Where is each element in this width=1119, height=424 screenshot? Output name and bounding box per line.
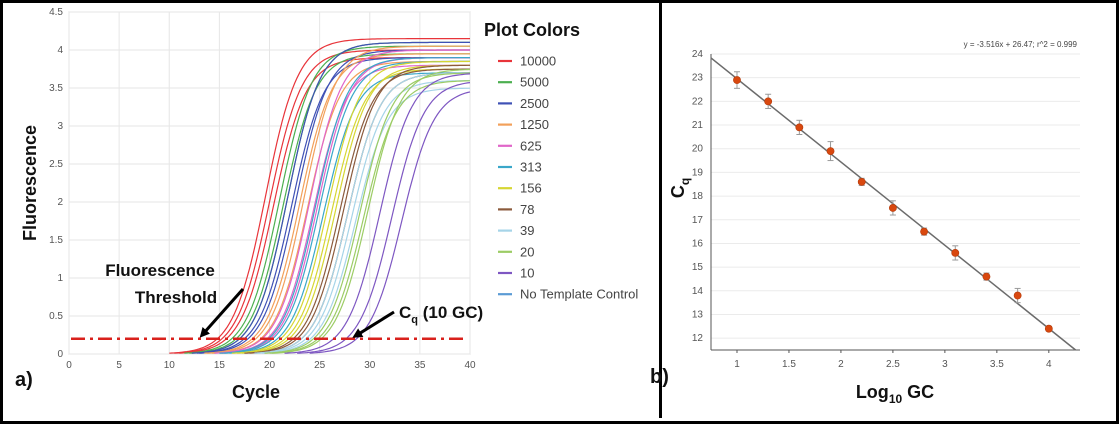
- standard-curve-tick-labels: 12 13 14 15 16 17 18 19 20 21 22 23 24 1 1.5 2 2.5 3 3.5 4: [692, 49, 1052, 370]
- cq-annotation: Cq (10 GC): [399, 303, 483, 326]
- standard-curve-y-tick-label: 20: [692, 144, 704, 155]
- standard-curve-point: [826, 147, 835, 155]
- standard-curve-y-tick-label: 19: [692, 167, 704, 178]
- qpcr-x-tick-label: 0: [66, 360, 72, 371]
- legend-label: 78: [520, 202, 534, 217]
- threshold-arrow: [199, 288, 245, 338]
- qpcr-x-tick-label: 25: [314, 360, 326, 371]
- legend-label: 20: [520, 244, 534, 259]
- qpcr-x-axis-title: Cycle: [232, 382, 280, 402]
- standard-curve-points: [733, 71, 1053, 333]
- standard-curve-point: [1044, 324, 1053, 333]
- standard-curve-x-tick-label: 3: [942, 359, 948, 370]
- qpcr-y-tick-label: 4: [57, 45, 63, 56]
- qpcr-y-tick-label: 2.5: [49, 159, 63, 170]
- qpcr-y-tick-label: 3.5: [49, 83, 63, 94]
- legend-label: No Template Control: [520, 287, 638, 302]
- standard-curve-x-axis-title: Log10 GC: [856, 382, 934, 406]
- amplification-curve-10: [284, 73, 471, 354]
- qpcr-y-tick-label: 4.5: [49, 7, 63, 18]
- standard-curve-y-axis-title: Cq: [668, 178, 692, 198]
- standard-curve-x-tick-label: 1.5: [782, 359, 796, 370]
- amplification-curve-625: [214, 49, 470, 354]
- standard-curve-y-tick-label: 14: [692, 286, 704, 297]
- amplification-curve-20: [264, 72, 471, 354]
- qpcr-y-tick-label: 2: [57, 197, 63, 208]
- panel-b-label: b): [650, 366, 669, 388]
- amplification-curve-10: [297, 82, 471, 354]
- qpcr-x-tick-label: 10: [164, 360, 176, 371]
- standard-curve-grid: [711, 53, 1080, 339]
- legend-label: 2500: [520, 96, 549, 111]
- standard-curve-x-tick-label: 1: [734, 359, 740, 370]
- standard-curve-y-tick-label: 12: [692, 333, 704, 344]
- legend-label: 156: [520, 181, 542, 196]
- standard-curve-point: [857, 177, 866, 186]
- legend-label: 39: [520, 223, 534, 238]
- qpcr-tick-labels: 0 5 10 15 20 25 30 35 40 0 0.5 1 1.5 2 2.5 3 3.5 4 4.5: [49, 7, 476, 371]
- qpcr-legend: 10000 5000 2500 1250 625 313 156 78 39 20 10 No Tem…: [498, 54, 638, 302]
- amplification-curve-10: [309, 91, 471, 354]
- qpcr-x-tick-label: 40: [464, 360, 476, 371]
- panel-divider: [659, 0, 662, 418]
- qpcr-y-tick-label: 0: [57, 349, 63, 360]
- legend-label: 10000: [520, 54, 556, 69]
- standard-curve-point: [733, 76, 741, 84]
- threshold-label-line1: Fluorescence: [105, 261, 215, 280]
- legend-label: 1250: [520, 117, 549, 132]
- amplification-curve-1250: [206, 45, 470, 354]
- threshold-label-line2: Threshold: [135, 288, 217, 307]
- standard-curve-x-tick-label: 4: [1046, 359, 1052, 370]
- qpcr-y-tick-label: 3: [57, 121, 63, 132]
- standard-curve-point: [920, 227, 928, 236]
- standard-curve-point: [982, 272, 991, 281]
- qpcr-x-tick-label: 30: [364, 360, 376, 371]
- amplification-curve-20: [269, 80, 470, 354]
- standard-curve-y-tick-label: 17: [692, 215, 704, 226]
- qpcr-x-tick-label: 20: [264, 360, 276, 371]
- standard-curve-x-tick-label: 3.5: [990, 359, 1004, 370]
- amplification-curve-625: [219, 64, 470, 354]
- standard-curve-y-tick-label: 16: [692, 238, 704, 249]
- amplification-curve-313: [219, 57, 470, 354]
- qpcr-y-tick-label: 1.5: [49, 235, 63, 246]
- standard-curve-x-tick-label: 2.5: [886, 359, 900, 370]
- legend-title: Plot Colors: [484, 20, 580, 40]
- qpcr-x-tick-label: 5: [116, 360, 122, 371]
- amplification-curve-78: [244, 68, 470, 354]
- standard-curve-point: [889, 204, 897, 212]
- standard-curve-point: [764, 97, 773, 106]
- standard-curve-y-tick-label: 18: [692, 191, 704, 202]
- legend-label: 313: [520, 160, 542, 175]
- standard-curve-y-tick-label: 21: [692, 120, 704, 131]
- standard-curve-y-tick-label: 13: [692, 309, 704, 320]
- amplification-curve-156: [231, 60, 471, 354]
- regression-equation: y = -3.516x + 26.47; r^2 = 0.999: [964, 40, 1078, 49]
- standard-curve-point: [795, 123, 804, 132]
- amplification-curve-20: [271, 68, 471, 354]
- legend-label: 10: [520, 266, 534, 281]
- standard-curve-point: [1013, 291, 1022, 300]
- amplification-curves: [169, 38, 471, 354]
- legend-label: 5000: [520, 75, 549, 90]
- qpcr-grid: [68, 11, 471, 355]
- standard-curve-x-tick-label: 2: [838, 359, 844, 370]
- cq-arrow: [352, 310, 395, 338]
- standard-curve-y-tick-label: 15: [692, 262, 704, 273]
- qpcr-y-tick-label: 0.5: [49, 311, 63, 322]
- standard-curve-y-tick-label: 22: [692, 96, 704, 107]
- standard-curve-point: [951, 249, 960, 257]
- qpcr-x-tick-label: 35: [414, 360, 426, 371]
- standard-curve-y-tick-label: 24: [692, 49, 704, 60]
- legend-label: 625: [520, 138, 542, 153]
- amplification-curve-78: [249, 64, 470, 354]
- qpcr-y-tick-label: 1: [57, 273, 63, 284]
- qpcr-y-axis-title: Fluorescence: [20, 125, 40, 241]
- amplification-curve-10000: [169, 38, 470, 354]
- panel-a-label: a): [15, 369, 33, 391]
- amplification-curve-39: [261, 87, 471, 354]
- qpcr-x-tick-label: 15: [214, 360, 226, 371]
- standard-curve-y-tick-label: 23: [692, 73, 704, 84]
